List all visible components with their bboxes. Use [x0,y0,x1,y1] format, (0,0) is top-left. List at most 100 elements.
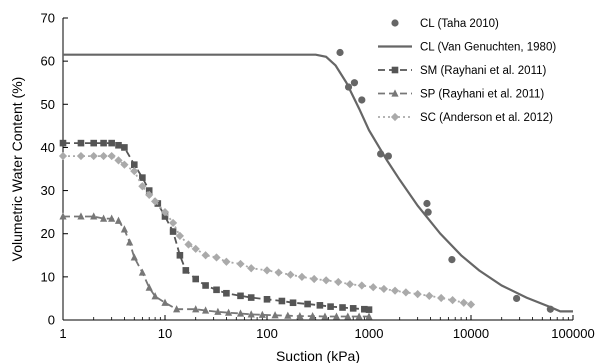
data-point [192,305,200,313]
legend-marker [391,89,399,97]
data-point [327,303,334,310]
y-tick-label: 70 [41,11,55,26]
data-point [355,312,363,320]
data-point [271,311,279,319]
data-point [107,151,116,161]
data-point [247,264,256,273]
data-point [201,306,210,314]
series-4 [58,151,476,309]
data-point [151,292,159,300]
data-point [115,141,122,149]
data-point [222,257,231,266]
data-point [145,187,153,194]
legend-label: CL (Van Genuchten, 1980) [420,42,556,54]
data-point [184,240,193,249]
data-point [390,286,400,295]
data-point [99,151,108,161]
legend-item-1: CL (Van Genuchten, 1980) [378,42,556,54]
data-point [437,293,446,303]
data-point [77,212,85,220]
data-point [423,199,431,208]
data-point [401,288,410,297]
axes: 0 10 20 30 40 50 60 70 1 10 100 1000 10000 100000 [41,11,595,342]
legend-label: CL (Taha 2010) [420,18,499,30]
data-point [369,283,378,292]
data-point [237,292,244,300]
data-point [145,190,154,199]
data-point [262,266,272,275]
x-tick-label: 10000 [453,326,489,341]
data-point [114,216,123,224]
data-point [321,312,329,320]
data-point [236,259,245,269]
data-point [213,286,220,294]
data-point [90,139,98,147]
data-point [413,290,422,299]
data-point [357,281,366,290]
data-point [278,297,286,305]
data-point [120,225,129,233]
data-point [120,160,129,169]
data-point [274,268,283,277]
data-point [310,274,319,284]
data-point [59,139,67,147]
y-tick-label: 40 [41,140,55,155]
data-point [130,161,138,168]
data-point [289,299,297,307]
data-point [424,208,432,216]
x-axis-title: Suction (kPa) [276,348,360,363]
data-point [224,308,233,316]
series-layer [58,48,573,320]
data-point [336,48,344,57]
y-tick-label: 0 [48,313,55,328]
data-point [365,312,373,320]
series-line [63,142,370,311]
data-point [212,253,221,262]
legend: CL (Taha 2010) CL (Van Genuchten, 1980) SM… [378,18,556,124]
x-tick-label: 100000 [551,326,594,341]
data-point [263,295,271,303]
data-point [108,214,116,222]
data-point [192,275,200,283]
y-tick-label: 30 [41,183,55,198]
series-line [63,53,573,313]
legend-item-4: SC (Anderson et al. 2012) [378,112,553,124]
data-point [139,174,146,181]
y-tick-label: 50 [41,97,55,112]
data-point [322,276,331,285]
data-point [448,296,457,305]
data-point [99,214,108,222]
data-point [191,244,200,253]
data-point [130,167,139,176]
data-point [90,212,98,220]
data-point [176,251,184,259]
data-point [138,182,147,191]
legend-item-0: CL (Taha 2010) [391,18,499,30]
data-point [459,298,468,307]
x-tick-label: 1000 [355,326,384,341]
data-point [258,310,266,318]
x-tick-label: 1 [59,326,66,341]
data-point [284,311,292,319]
data-point [365,306,373,313]
y-tick-label: 60 [41,54,55,69]
data-point [361,305,368,313]
y-axis-title: Volumetric Water Content (%) [9,77,25,262]
data-point [350,79,359,87]
legend-item-2: SM (Rayhani et al. 2011) [378,65,547,77]
data-point [58,151,68,161]
data-point [160,208,170,217]
data-point [121,144,128,151]
data-point [89,151,98,161]
data-point [100,139,107,147]
legend-marker [391,66,399,74]
data-point [286,270,295,279]
data-point [513,294,521,303]
data-point [161,298,169,306]
data-point [466,300,476,309]
legend-label: SP (Rayhani et al. 2011) [420,89,544,101]
data-point [309,312,317,320]
data-point [168,218,178,228]
data-point [173,305,181,313]
